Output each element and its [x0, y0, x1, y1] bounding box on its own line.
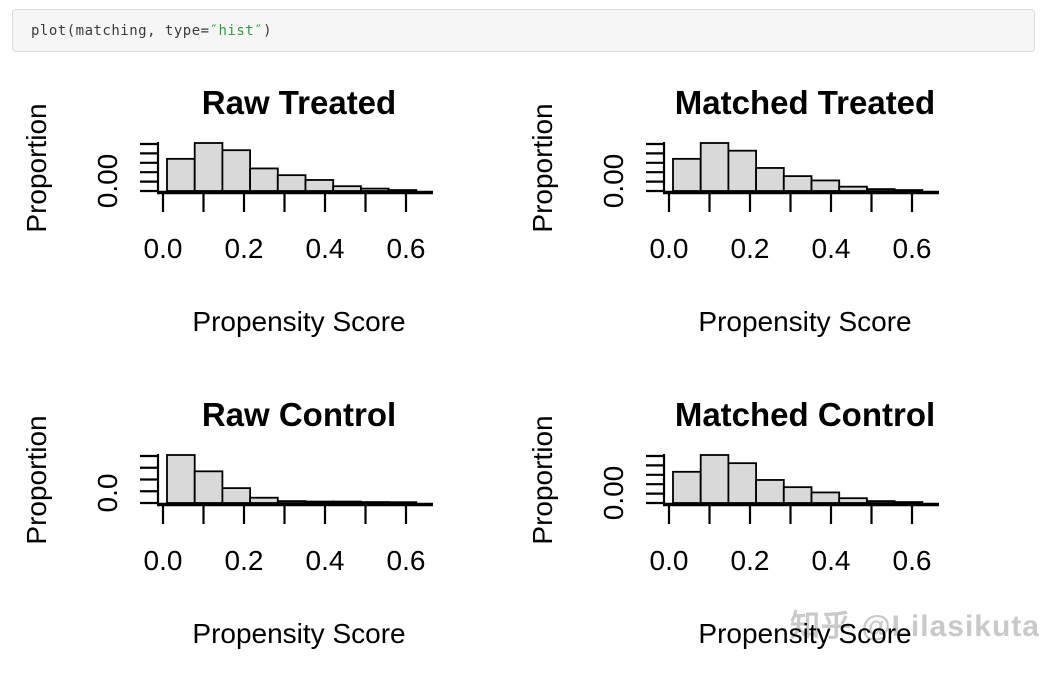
y-tick-label: 0.00 — [92, 154, 123, 209]
histogram-bar — [359, 187, 390, 192]
histogram-bar — [221, 487, 251, 504]
histogram-bar — [221, 149, 251, 192]
histogram-bar — [249, 496, 279, 504]
histogram-bar — [755, 167, 785, 192]
x-tick-label: 0.6 — [893, 545, 932, 576]
plot-title: Matched Treated — [675, 84, 935, 121]
x-axis-label: Propensity Score — [192, 618, 405, 649]
histogram-bar — [166, 454, 196, 504]
histogram-bar — [838, 497, 868, 504]
histogram-bar — [304, 179, 335, 192]
histogram-bar — [755, 479, 785, 504]
histogram-bar — [332, 185, 362, 192]
y-axis-label: Proportion — [527, 103, 558, 232]
code-text: plot(matching, type=″hist″) — [31, 23, 272, 39]
x-tick-label: 0.0 — [650, 545, 689, 576]
histogram-bar — [699, 142, 730, 192]
x-tick-label: 0.4 — [306, 233, 345, 264]
y-axis-label: Proportion — [527, 415, 558, 544]
histogram-bar — [865, 188, 896, 192]
histogram-bar — [249, 167, 279, 192]
x-tick-label: 0.0 — [650, 233, 689, 264]
histogram-bar — [782, 486, 813, 504]
histogram-bar — [727, 149, 757, 192]
watermark: 知乎 @Lilasikuta — [790, 610, 1040, 643]
plot-title: Raw Control — [202, 396, 396, 433]
histogram-bar — [699, 454, 730, 504]
y-tick-label: 0.00 — [598, 154, 629, 209]
x-tick-label: 0.2 — [731, 545, 770, 576]
histogram-bar — [727, 462, 757, 504]
x-tick-label: 0.6 — [387, 545, 426, 576]
histogram-bar — [193, 142, 224, 192]
plot-title: Raw Treated — [202, 84, 396, 121]
x-tick-label: 0.6 — [893, 233, 932, 264]
page: plot(matching, type=″hist″) 知乎 @Lilasiku… — [12, 9, 1040, 649]
code-call: plot(matching, type= — [31, 22, 210, 39]
x-tick-label: 0.4 — [306, 545, 345, 576]
histogram-bar — [865, 500, 896, 504]
x-tick-label: 0.6 — [387, 233, 426, 264]
x-tick-label: 0.2 — [225, 545, 264, 576]
x-tick-label: 0.4 — [812, 233, 851, 264]
y-axis-label: Proportion — [21, 103, 52, 232]
plot-title: Matched Control — [675, 396, 935, 433]
histogram-bar — [810, 491, 841, 504]
histogram-matched-control: Matched Control Proportion 0.00 0.0 0.2 0.4 0.… — [527, 396, 939, 649]
histogram-bar — [193, 470, 224, 504]
histogram-bar — [672, 157, 702, 192]
y-axis-label: Proportion — [21, 415, 52, 544]
y-tick-label: 0.0 — [92, 474, 123, 513]
histogram-raw-treated: Raw Treated Proportion 0.00 0.0 0.2 0.4 0.6 Pro… — [21, 84, 433, 337]
histogram-bar — [672, 470, 702, 504]
histogram-raw-control: Raw Control Proportion 0.0 0.0 0.2 0.4 0.6 Prop… — [21, 396, 433, 649]
x-axis-label: Propensity Score — [698, 306, 911, 337]
x-tick-label: 0.4 — [812, 545, 851, 576]
histogram-bar — [782, 175, 813, 192]
code-close-paren: ) — [263, 22, 273, 39]
histogram-bar — [276, 500, 307, 504]
histogram-bar — [810, 179, 841, 192]
y-tick-label: 0.00 — [598, 466, 629, 521]
x-tick-label: 0.2 — [731, 233, 770, 264]
x-axis-label: Propensity Score — [698, 618, 911, 649]
x-tick-label: 0.2 — [225, 233, 264, 264]
histogram-matched-treated: Matched Treated Proportion 0.00 0.0 0.2 0.4 0.… — [527, 84, 939, 337]
code-block: plot(matching, type=″hist″) — [12, 9, 1035, 52]
histogram-bar — [838, 185, 868, 192]
x-axis-label: Propensity Score — [192, 306, 405, 337]
histogram-bar — [276, 174, 307, 192]
histogram-bar — [166, 157, 196, 192]
x-tick-label: 0.0 — [144, 545, 183, 576]
code-string-literal: ″hist″ — [209, 22, 264, 39]
x-tick-label: 0.0 — [144, 233, 183, 264]
